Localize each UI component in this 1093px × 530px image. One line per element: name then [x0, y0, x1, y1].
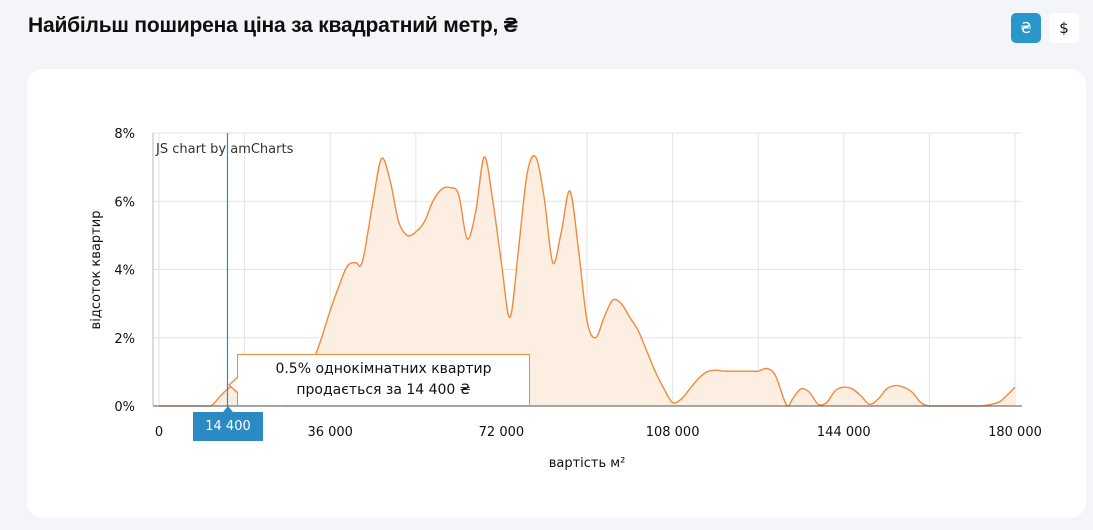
y-tick-label: 0% [114, 400, 135, 415]
y-tick-label: 6% [114, 195, 135, 210]
cursor-x-badge: 14 400 [193, 412, 263, 441]
page-title: Найбільш поширена ціна за квадратний мет… [28, 14, 518, 37]
currency-switch: ₴ $ [1011, 13, 1079, 43]
cursor-badge-notch [223, 406, 233, 412]
y-axis-title: відсоток квартир [89, 211, 104, 330]
currency-usd-button[interactable]: $ [1049, 13, 1079, 43]
series-area-fill [159, 155, 1015, 406]
chart-grid [153, 132, 1022, 406]
chart-credit[interactable]: JS chart by amCharts [155, 142, 294, 157]
x-tick-label: 36 000 [307, 425, 353, 440]
tooltip-line-2: продається за 14 400 ₴ [296, 382, 471, 398]
y-tick-label: 8% [114, 127, 135, 142]
x-tick-label: 144 000 [817, 425, 871, 440]
y-tick-label: 2% [114, 332, 135, 347]
x-tick-label: 72 000 [479, 425, 525, 440]
x-tick-label: 108 000 [646, 425, 700, 440]
x-tick-label: 0 [155, 425, 163, 440]
x-axis-title: вартість м² [549, 456, 626, 471]
chart-tooltip: 0.5% однокімнатних квартир продається за… [237, 354, 530, 406]
tooltip-line-1: 0.5% однокімнатних квартир [275, 361, 492, 377]
chart-axes [152, 133, 1022, 407]
x-tick-label: 180 000 [988, 425, 1042, 440]
chart-ticks: 0% 2% 4% 6% 8% 0 36 000 72 000 108 000 144 000 180… [114, 127, 1042, 440]
currency-uah-button[interactable]: ₴ [1011, 13, 1041, 43]
tooltip-arrow-inner [230, 378, 238, 392]
y-tick-label: 4% [114, 264, 135, 279]
